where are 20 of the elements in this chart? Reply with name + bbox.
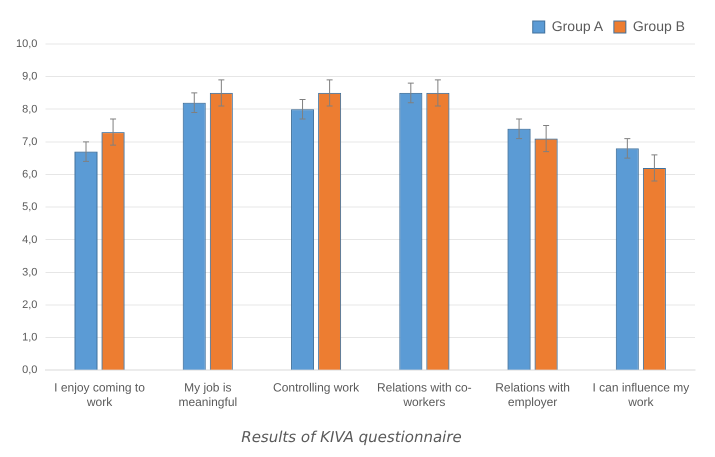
y-tick-label: 5,0	[22, 201, 38, 214]
y-tick-label: 4,0	[22, 234, 38, 246]
legend-label: Group B	[632, 18, 686, 34]
x-tick-label: Controlling work	[273, 380, 360, 395]
x-tick-label: I can influence my work	[592, 380, 690, 410]
y-tick-label: 3,0	[22, 266, 38, 278]
y-tick-label: 0,0	[22, 364, 38, 376]
y-tick-label: 8,0	[22, 103, 38, 116]
y-tick-label: 10,0	[16, 38, 38, 50]
legend-label: Group A	[552, 18, 604, 34]
y-tick-label: 1,0	[22, 332, 38, 344]
x-tick-label: Relations with co-workers	[376, 380, 472, 410]
y-tick-label: 2,0	[22, 298, 38, 311]
y-tick-label: 7,0	[22, 136, 38, 148]
y-tick-label: 9,0	[22, 70, 38, 83]
x-tick-label: My job is meaningful	[178, 380, 238, 410]
x-tick-label: I enjoy coming to work	[54, 380, 146, 410]
y-tick-label: 6,0	[22, 168, 38, 181]
text: Results of KIVA questionnaire	[241, 428, 462, 446]
x-tick-label: Relations with employer	[495, 380, 570, 410]
